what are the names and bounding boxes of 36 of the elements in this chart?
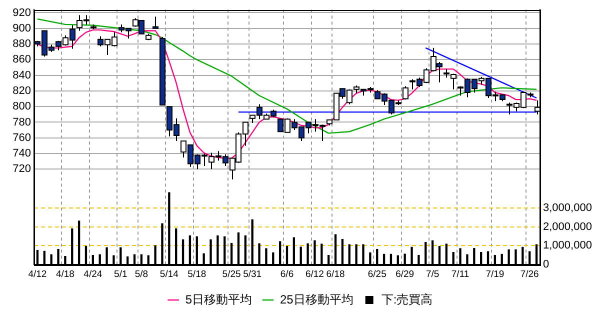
y2-tick-label: 3,000,000: [543, 202, 592, 214]
x-tick-label: 4/18: [56, 268, 74, 280]
y2-tick-label: 1,000,000: [543, 240, 592, 252]
x-tick-label: 5/1: [114, 268, 128, 280]
x-tick-label: 7/19: [486, 268, 504, 280]
y-tick-label: 920: [12, 6, 31, 19]
y-tick-label: 800: [12, 100, 31, 113]
x-tick-label: 6/18: [326, 268, 345, 280]
x-tick-label: 7/26: [520, 268, 539, 280]
y-tick-label: 760: [12, 132, 31, 144]
y-tick-label: 860: [12, 54, 31, 66]
x-tick-label: 5/31: [243, 268, 262, 280]
x-tick-label: 7/5: [426, 268, 440, 280]
x-tick-label: 6/25: [368, 268, 386, 280]
y-tick-label: 880: [12, 38, 31, 50]
y-tick-label: 720: [12, 163, 31, 176]
x-tick-label: 4/24: [84, 268, 102, 280]
x-tick-label: 5/8: [134, 268, 148, 280]
y-tick-label: 900: [12, 22, 31, 34]
x-tick-label: 6/12: [305, 268, 324, 280]
x-tick-label: 6/6: [280, 268, 294, 280]
x-tick-label: 6/29: [396, 268, 414, 280]
x-tick-label: 5/18: [188, 268, 206, 280]
x-tick-label: 5/25: [222, 268, 241, 280]
y2-tick-label: 2,000,000: [543, 220, 592, 233]
y-tick-label: 820: [12, 84, 31, 97]
legend-label: 下:売買高: [381, 292, 433, 306]
legend-label: 5日移動平均: [185, 292, 252, 306]
x-tick-label: 7/11: [451, 268, 470, 280]
x-tick-label: 5/14: [160, 268, 178, 280]
y-tick-label: 780: [12, 116, 31, 128]
x-tick-label: 4/12: [28, 268, 47, 280]
legend-label: 25日移動平均: [280, 292, 354, 306]
y2-tick-label: 0: [543, 258, 550, 271]
y-tick-label: 840: [12, 69, 31, 82]
y-tick-label: 740: [12, 148, 31, 160]
